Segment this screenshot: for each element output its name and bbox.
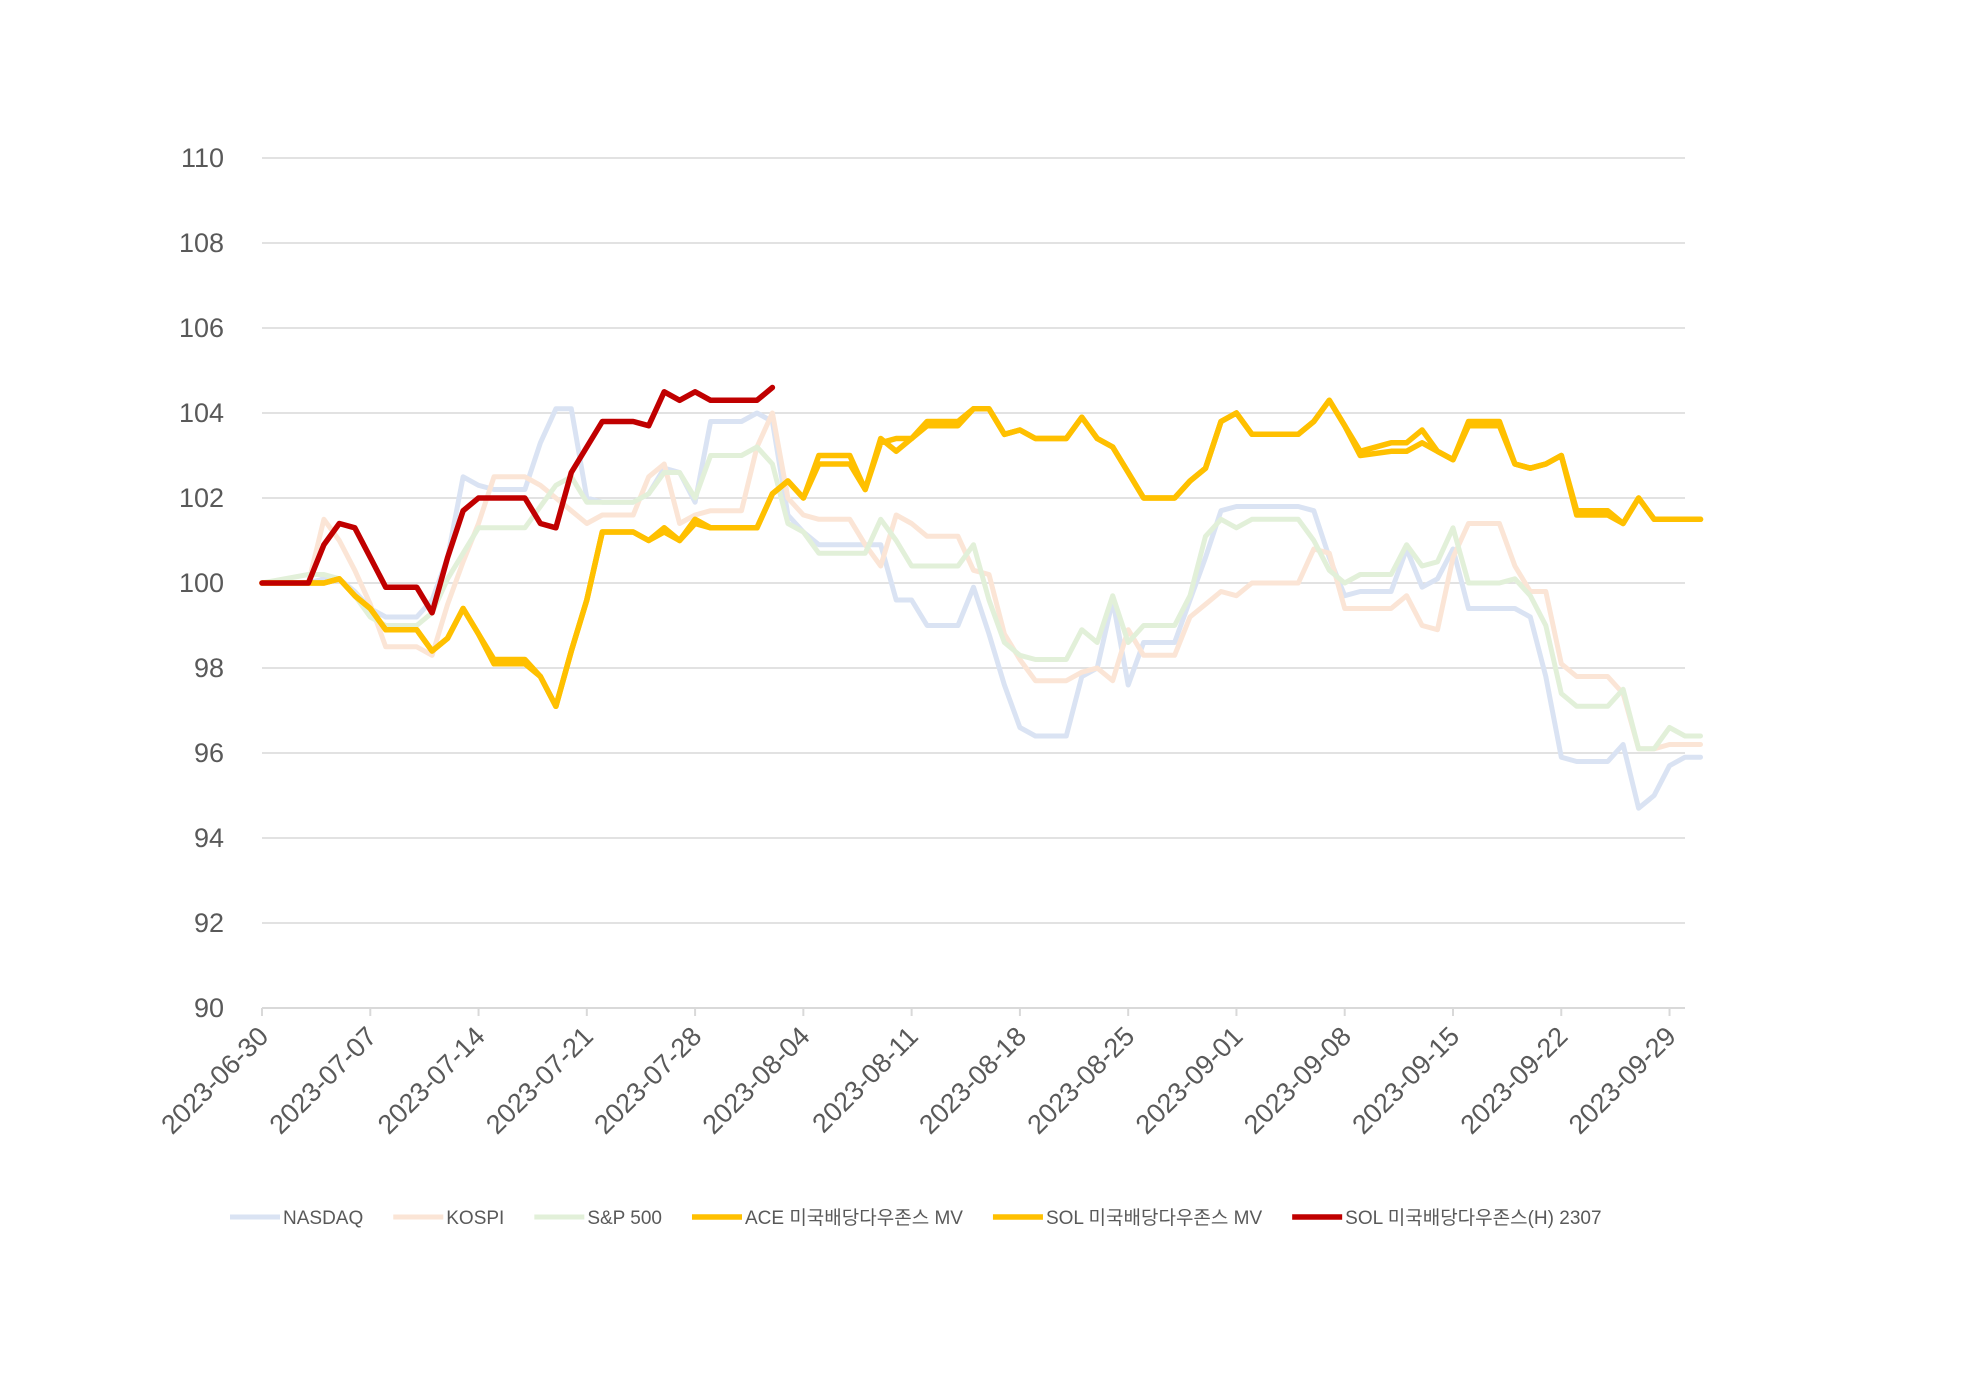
legend: NASDAQ KOSPI S&P 500 ACE 미국배당다우존스 MV SOL 미국배… [230,1207,1602,1229]
x-tick-label: 2023-09-22 [1455,1021,1574,1140]
series-line-1 [259,410,1703,752]
x-tick-label: 2023-09-08 [1238,1021,1357,1140]
y-tick-label: 90 [194,993,224,1023]
x-tick-label: 2023-07-21 [480,1021,599,1140]
x-tick-label: 2023-06-30 [155,1021,274,1140]
x-tick-label: 2023-08-11 [806,1021,923,1138]
y-tick-label: 108 [179,228,224,258]
y-tick-label: 100 [179,568,224,598]
series-line-4 [259,397,1704,710]
x-tick-label: 2023-09-15 [1346,1021,1465,1140]
y-tick-label: 94 [194,823,224,853]
legend-label: KOSPI [446,1208,504,1229]
legend-label: S&P 500 [587,1208,662,1229]
y-tick-label: 98 [194,653,224,683]
y-axis-tick-labels: 90 92 94 96 98 100 102 104 106 108 110 [179,143,224,1023]
legend-label: ACE 미국배당다우존스 MV [745,1207,963,1229]
gridlines [262,157,1685,924]
x-tick-label: 2023-09-29 [1563,1021,1682,1140]
y-tick-label: 104 [179,398,224,428]
series-line-3 [259,397,1704,710]
legend-label: NASDAQ [283,1208,363,1229]
y-tick-label: 106 [179,313,224,343]
data-series [259,384,1704,811]
y-tick-label: 102 [179,483,224,513]
x-tick-label: 2023-09-01 [1130,1021,1249,1140]
legend-label: SOL 미국배당다우존스(H) 2307 [1345,1207,1601,1229]
series-line-2 [259,444,1703,752]
y-tick-label: 96 [194,738,224,768]
series-line-5 [259,384,776,616]
legend-label: SOL 미국배당다우존스 MV [1046,1207,1263,1229]
x-tick-label: 2023-07-28 [588,1021,707,1140]
x-axis-tick-labels: 2023-06-302023-07-072023-07-142023-07-21… [155,1021,1681,1140]
x-tick-label: 2023-07-07 [264,1021,383,1140]
x-tick-label: 2023-08-18 [913,1021,1032,1140]
x-tick-label: 2023-08-25 [1022,1021,1141,1140]
series-line-0 [259,406,1703,811]
y-tick-label: 92 [194,908,224,938]
x-tick-label: 2023-08-04 [697,1021,816,1140]
x-axis [261,1007,1685,1016]
y-tick-label: 110 [181,143,224,173]
x-tick-label: 2023-07-14 [372,1021,491,1140]
